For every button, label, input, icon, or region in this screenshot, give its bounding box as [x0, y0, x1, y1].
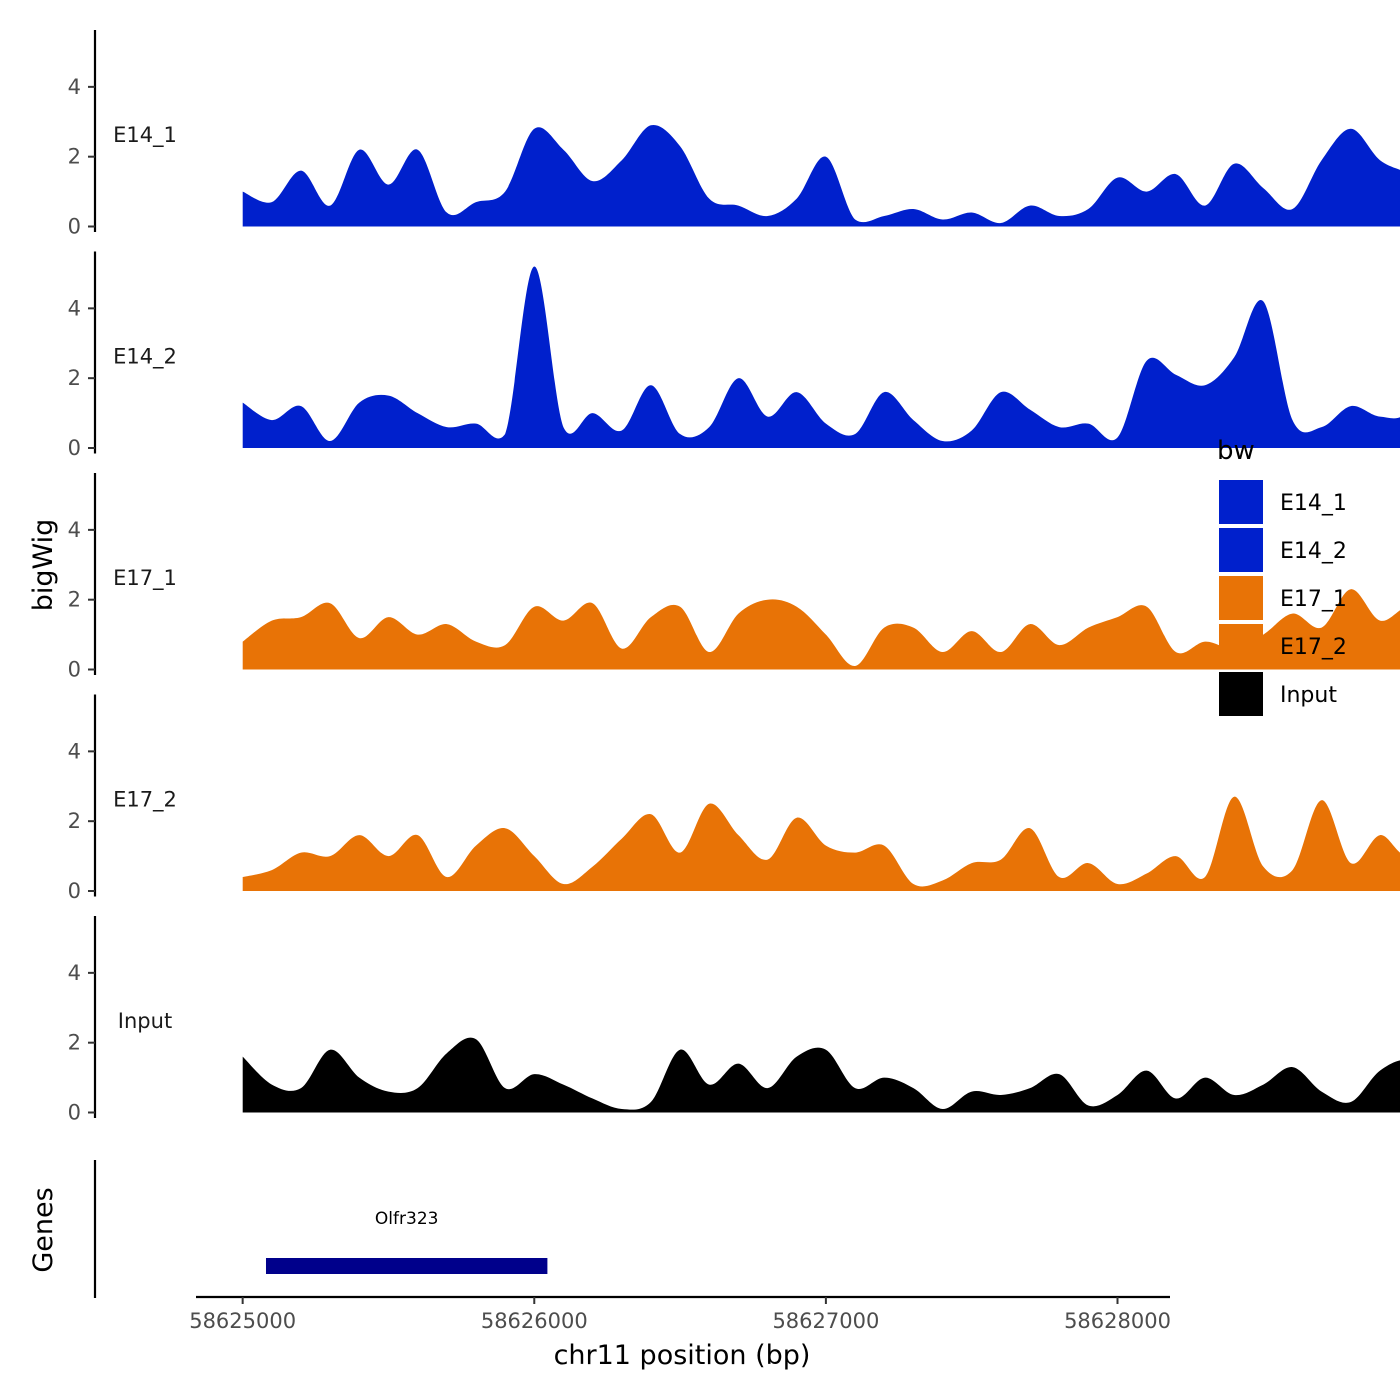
y-tick-label: 2	[68, 366, 81, 390]
signal-area-E14_1	[242, 125, 1400, 227]
track-label: Input	[118, 1009, 172, 1033]
track-E14_1: 0 2 4 E14_1	[68, 30, 1400, 239]
y-tick-label: 2	[68, 588, 81, 612]
legend-label: E14_2	[1280, 539, 1347, 564]
track-label: E17_1	[113, 566, 177, 591]
y-tick-label: 0	[68, 436, 81, 460]
track-label: E14_2	[113, 345, 177, 370]
track-E14_2: 0 2 4 E14_2	[68, 251, 1400, 460]
signal-tracks: 0 2 4 E14_1 0 2 4 E14_2 0 2 4 E17_1 0 2 4 E17_2 0 2 4 Input	[68, 30, 1400, 1125]
track-E17_1: 0 2 4 E17_1	[68, 473, 1400, 682]
track-E17_2: 0 2 4 E17_2	[68, 694, 1400, 903]
legend-swatch-E14_1	[1219, 480, 1263, 524]
x-axis: 58625000 58626000 58627000 58628000	[189, 1295, 1171, 1333]
y-tick-label: 0	[68, 658, 81, 682]
legend-label: E17_2	[1280, 635, 1347, 660]
legend-swatch-Input	[1219, 672, 1263, 716]
y-tick-label: 2	[68, 145, 81, 169]
y-tick-label: 2	[68, 1031, 81, 1055]
x-tick-label: 58627000	[772, 1309, 879, 1333]
signal-area-Input	[242, 1037, 1400, 1113]
y-tick-label: 4	[68, 296, 81, 320]
x-tick-label: 58625000	[189, 1309, 296, 1333]
x-axis-title: chr11 position (bp)	[554, 1340, 811, 1371]
legend-swatch-E14_2	[1219, 528, 1263, 572]
y-tick-label: 4	[68, 518, 81, 542]
track-label: E14_1	[113, 123, 177, 148]
signal-area-E17_1	[242, 589, 1400, 670]
signal-area-E14_2	[242, 266, 1400, 448]
gene-body-Olfr323	[265, 1258, 548, 1274]
legend: bw E14_1 E14_2 E17_1 E17_2 Input	[1217, 436, 1347, 716]
y-tick-label: 0	[68, 215, 81, 239]
y-tick-label: 0	[68, 879, 81, 903]
genes-axis-title: Genes	[28, 1187, 59, 1272]
x-tick-label: 58628000	[1064, 1309, 1171, 1333]
legend-swatch-E17_2	[1219, 624, 1263, 668]
legend-label: E17_1	[1280, 587, 1347, 612]
y-tick-label: 2	[68, 809, 81, 833]
y-axis-title: bigWig	[28, 519, 59, 612]
legend-title: bw	[1217, 436, 1255, 466]
y-tick-label: 4	[68, 739, 81, 763]
track-Input: 0 2 4 Input	[68, 916, 1400, 1125]
y-tick-label: 4	[68, 961, 81, 985]
genes-panel: Olfr323	[93, 1160, 548, 1298]
x-tick-label: 58626000	[481, 1309, 588, 1333]
legend-swatch-E17_1	[1219, 576, 1263, 620]
legend-label: Input	[1280, 683, 1337, 708]
track-label: E17_2	[113, 788, 177, 813]
signal-area-E17_2	[242, 796, 1400, 891]
legend-label: E14_1	[1280, 491, 1347, 516]
y-tick-label: 4	[68, 75, 81, 99]
gene-label: Olfr323	[375, 1209, 439, 1229]
y-tick-label: 0	[68, 1101, 81, 1125]
